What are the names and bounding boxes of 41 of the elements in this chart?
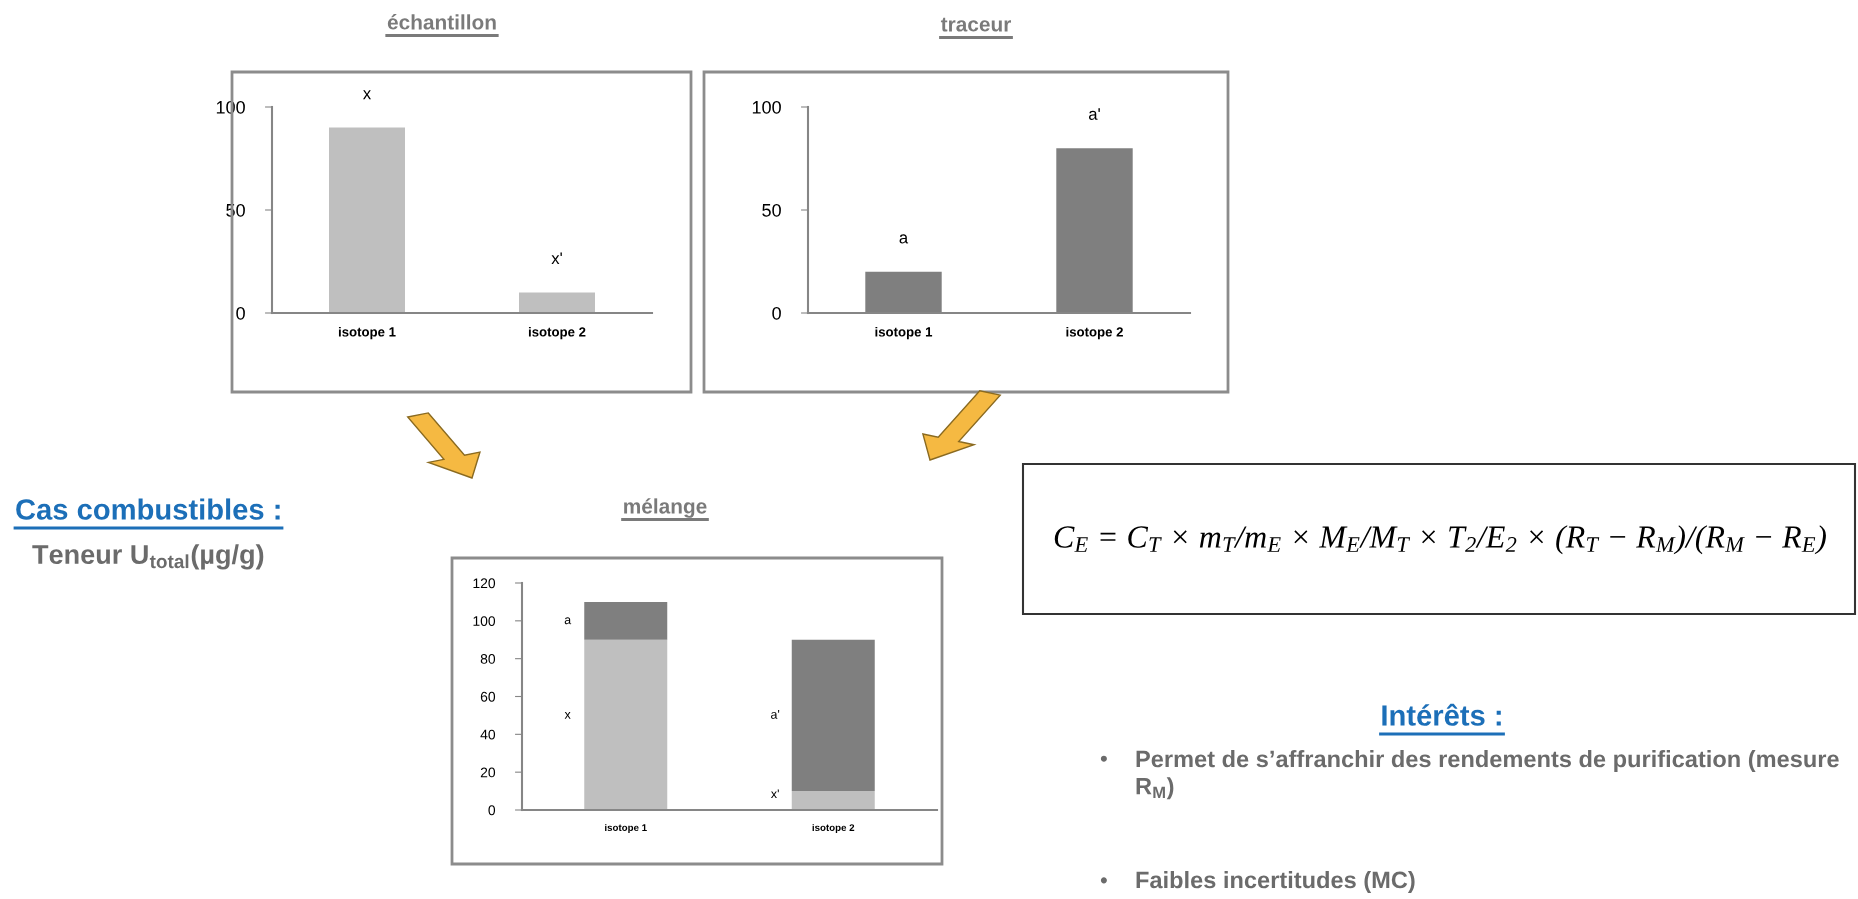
annotation: a' — [771, 710, 780, 719]
chart-title: échantillon — [387, 14, 496, 30]
y-tick-label: 100 — [752, 100, 781, 114]
x-tick-label: isotope 2 — [528, 326, 586, 340]
y-tick-label: 0 — [488, 805, 496, 816]
bar — [584, 639, 668, 810]
text: Intérêts : — [1382, 703, 1501, 726]
annotation: a — [899, 234, 909, 244]
text: Faibles incertitudes (MC) — [1136, 870, 1415, 894]
y-tick-label: 60 — [480, 691, 496, 702]
y-tick-label: 0 — [236, 306, 245, 320]
x-tick-label: isotope 2 — [812, 823, 855, 833]
text: Cas combustibles : — [16, 498, 280, 520]
text: • — [1100, 877, 1107, 884]
text: Permet de s’affranchir des rendements de purification (mesure R$_{M}$) — [1136, 750, 1839, 800]
annotation: x — [564, 712, 571, 719]
y-tick-label: 120 — [473, 578, 496, 589]
annotation: x — [363, 90, 371, 100]
y-tick-label: 100 — [216, 100, 245, 114]
annotation: x' — [770, 789, 779, 799]
text: C$_{E}$ = C$_{T}$ × m$_{T}$/m$_{E}$ × M$_{E}$/M$_{T}$ × T$_{2}$/E$_{2}$ × (R$_{T}$ − R$_{M}$)/(R$_{M}$ − R$_{E}$) — [1054, 525, 1826, 555]
y-tick-label: 50 — [762, 203, 781, 217]
x-tick-label: isotope 1 — [605, 823, 647, 833]
x-tick-label: isotope 2 — [1066, 326, 1123, 340]
annotation: a' — [1088, 108, 1100, 120]
bar — [791, 639, 875, 792]
bar — [584, 601, 668, 640]
text: Teneur U$_{total}$(µg/g) — [32, 544, 264, 570]
y-tick-label: 100 — [473, 616, 496, 626]
y-tick-label: 80 — [480, 654, 496, 664]
x-tick-label: isotope 1 — [875, 326, 933, 340]
y-tick-label: 0 — [772, 306, 781, 320]
x-tick-label: isotope 1 — [338, 326, 396, 340]
chart-title: mélange — [624, 498, 707, 518]
text: • — [1100, 755, 1107, 762]
annotation: x' — [551, 252, 562, 264]
y-tick-label: 20 — [480, 767, 496, 778]
y-tick-label: 40 — [480, 729, 496, 740]
annotation: a — [564, 617, 572, 625]
chart-title: traceur — [940, 17, 1012, 32]
bar — [791, 791, 875, 810]
